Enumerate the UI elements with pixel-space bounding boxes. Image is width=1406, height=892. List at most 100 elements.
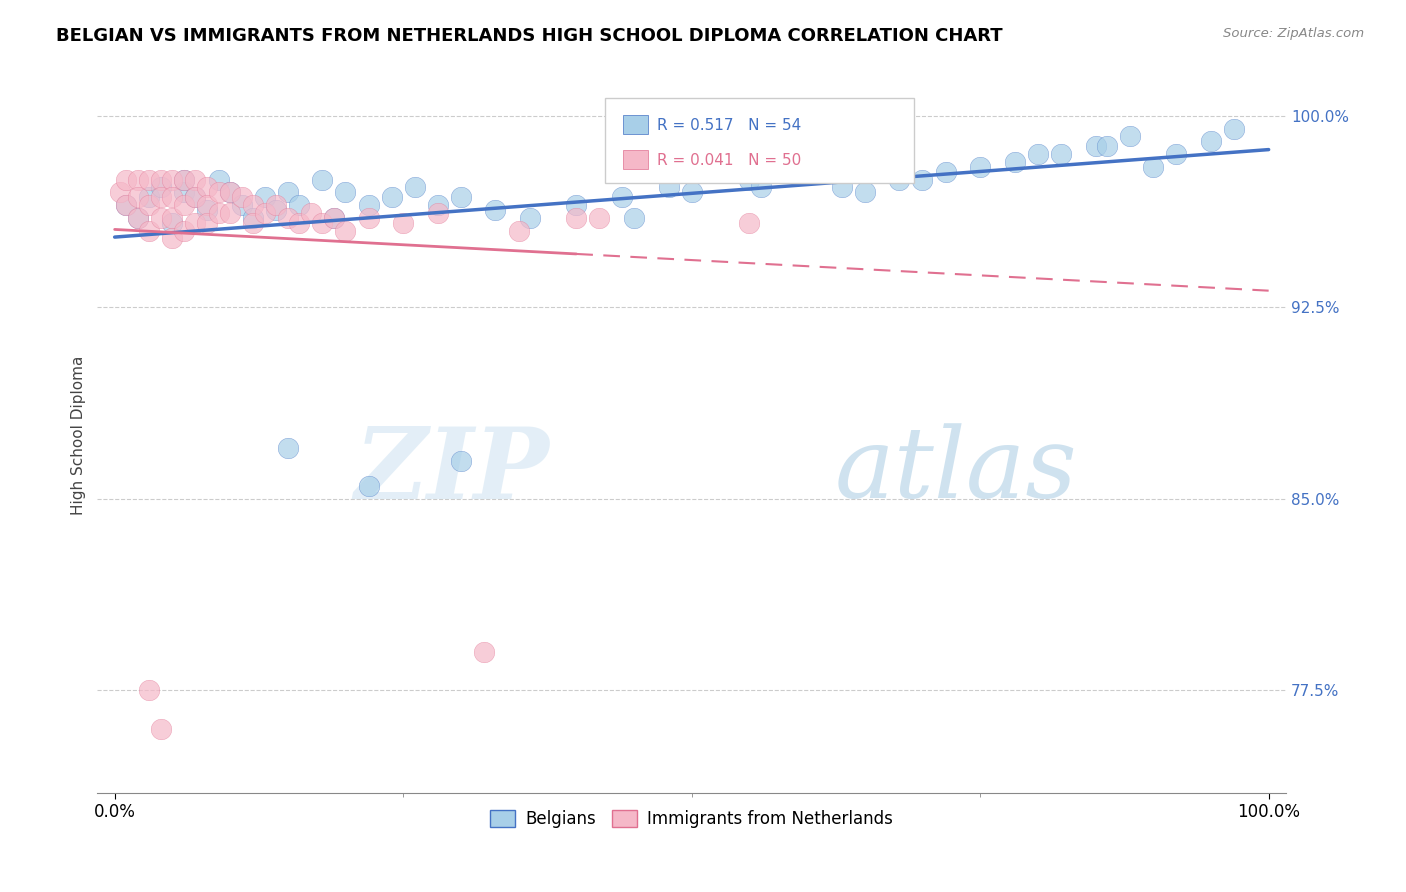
Point: [207, 186, 229, 200]
Point: [404, 180, 426, 194]
Point: [149, 172, 172, 186]
Point: [173, 172, 195, 186]
Point: [184, 190, 207, 204]
Point: [138, 190, 160, 204]
Point: [1004, 154, 1026, 169]
Point: [138, 224, 160, 238]
Point: [426, 198, 449, 212]
Point: [162, 172, 184, 186]
Point: [195, 203, 218, 218]
Point: [184, 172, 207, 186]
Point: [426, 206, 449, 220]
Point: [219, 186, 242, 200]
Text: ZIP: ZIP: [354, 423, 548, 519]
Point: [195, 216, 218, 230]
Point: [162, 211, 184, 225]
Point: [519, 211, 541, 225]
Point: [1026, 147, 1049, 161]
Point: [381, 190, 404, 204]
Point: [264, 203, 287, 218]
Point: [738, 172, 761, 186]
Point: [1050, 147, 1073, 161]
Point: [138, 683, 160, 698]
Point: [357, 198, 380, 212]
Point: [277, 186, 299, 200]
Point: [277, 441, 299, 455]
Text: R = 0.041   N = 50: R = 0.041 N = 50: [657, 153, 801, 168]
Point: [450, 453, 472, 467]
Point: [299, 206, 322, 220]
Point: [588, 211, 610, 225]
Point: [681, 186, 703, 200]
Point: [311, 172, 333, 186]
Point: [484, 203, 506, 218]
Point: [242, 198, 264, 212]
Point: [115, 198, 138, 212]
Point: [934, 165, 956, 179]
Text: BELGIAN VS IMMIGRANTS FROM NETHERLANDS HIGH SCHOOL DIPLOMA CORRELATION CHART: BELGIAN VS IMMIGRANTS FROM NETHERLANDS H…: [56, 27, 1002, 45]
Point: [658, 180, 681, 194]
Point: [162, 216, 184, 230]
Point: [173, 172, 195, 186]
Y-axis label: High School Diploma: High School Diploma: [72, 355, 86, 515]
Point: [623, 211, 645, 225]
Point: [1084, 139, 1107, 153]
Point: [207, 172, 229, 186]
Point: [162, 231, 184, 245]
Point: [173, 186, 195, 200]
Point: [253, 206, 276, 220]
Point: [162, 190, 184, 204]
Point: [127, 211, 149, 225]
Point: [207, 206, 229, 220]
Point: [889, 172, 911, 186]
Point: [149, 211, 172, 225]
Point: [184, 190, 207, 204]
Point: [264, 198, 287, 212]
Point: [392, 216, 415, 230]
Point: [195, 198, 218, 212]
Point: [1119, 129, 1142, 144]
Point: [138, 198, 160, 212]
Point: [357, 211, 380, 225]
Point: [173, 198, 195, 212]
Point: [127, 190, 149, 204]
Point: [242, 216, 264, 230]
Point: [1223, 121, 1246, 136]
Text: R = 0.517   N = 54: R = 0.517 N = 54: [657, 118, 801, 133]
Point: [508, 224, 530, 238]
Point: [127, 172, 149, 186]
Point: [749, 180, 772, 194]
Point: [149, 190, 172, 204]
Point: [110, 186, 132, 200]
Point: [1166, 147, 1188, 161]
Point: [288, 198, 311, 212]
Point: [219, 186, 242, 200]
Text: atlas: atlas: [834, 423, 1077, 518]
Point: [253, 190, 276, 204]
Point: [288, 216, 311, 230]
Point: [853, 186, 876, 200]
Point: [565, 211, 588, 225]
Point: [219, 206, 242, 220]
Point: [911, 172, 934, 186]
Point: [115, 172, 138, 186]
Point: [277, 211, 299, 225]
Point: [322, 211, 344, 225]
Point: [242, 211, 264, 225]
Point: [195, 180, 218, 194]
Point: [357, 479, 380, 493]
Point: [231, 190, 253, 204]
Point: [115, 198, 138, 212]
Point: [450, 190, 472, 204]
Point: [335, 224, 357, 238]
Point: [184, 216, 207, 230]
Point: [738, 216, 761, 230]
Point: [969, 160, 991, 174]
Point: [149, 180, 172, 194]
Point: [149, 722, 172, 736]
Point: [612, 190, 634, 204]
Point: [472, 645, 495, 659]
Point: [138, 172, 160, 186]
Point: [173, 224, 195, 238]
Point: [1142, 160, 1164, 174]
